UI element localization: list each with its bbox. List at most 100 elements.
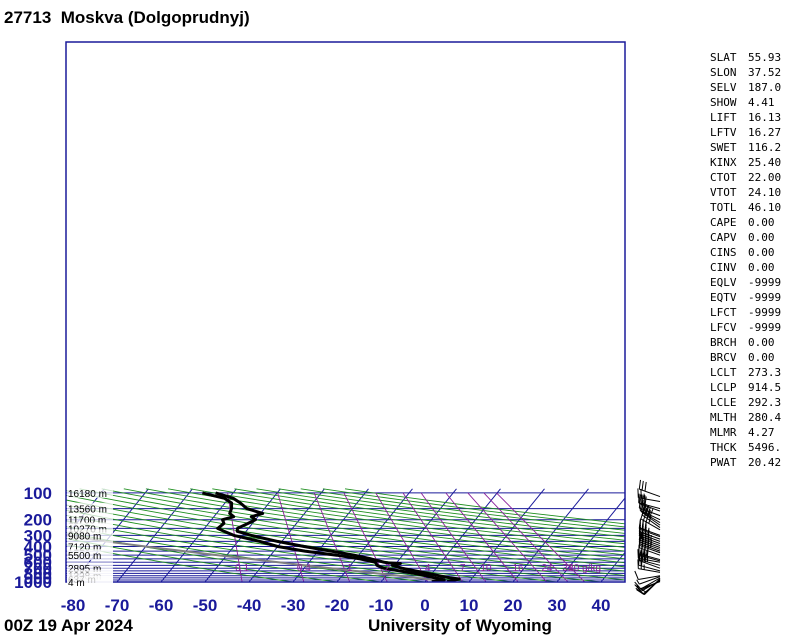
barb-staff: [639, 533, 661, 542]
dry-adiabat-line: [123, 488, 625, 560]
index-value: 187.0: [748, 81, 782, 94]
mixing-ratio-line: [483, 492, 569, 582]
index-row: TOTL 46.10: [710, 200, 781, 215]
barb-full: [636, 588, 645, 595]
barb-staff: [639, 531, 661, 540]
index-row: KINX 25.40: [710, 155, 781, 170]
index-name: SLAT: [710, 51, 737, 64]
mixing-ratio-line: [227, 492, 243, 582]
barb-full: [641, 480, 644, 491]
index-name: SWET: [710, 141, 737, 154]
mixing-ratio-line: [375, 492, 429, 582]
wind-barb: [636, 576, 661, 585]
dry-adiabat-line: [66, 504, 606, 582]
index-value: 16.27: [748, 126, 782, 139]
pressure-tick-label: 300: [24, 526, 52, 545]
barb-staff: [640, 518, 661, 531]
stability-indices: SLAT 55.93 SLON 37.52 SELV 187.0 SHOW 4.41 LIFT 1…: [710, 50, 781, 470]
mixing-ratio-line: [277, 492, 305, 582]
temperature-tick-label: -60: [149, 596, 174, 615]
wind-barb: [638, 479, 661, 498]
height-label-bg: [67, 529, 113, 541]
index-row: CAPV 0.00: [710, 230, 781, 245]
temperature-line: [215, 491, 461, 582]
height-label-bg: [67, 522, 113, 534]
index-name: SLON: [710, 66, 737, 79]
index-row: EQLV -9999: [710, 275, 781, 290]
mixing-ratio-label: 2: [384, 563, 390, 574]
barb-full: [638, 494, 641, 504]
height-label-bg: [67, 549, 113, 561]
index-value: 46.10: [748, 201, 782, 214]
pressure-tick-label: 700: [24, 559, 52, 578]
index-value: 37.52: [748, 66, 782, 79]
index-row: THCK 5496.: [710, 440, 781, 455]
isotherm-line: [600, 551, 625, 582]
height-label: 9080 m: [68, 531, 101, 542]
dry-adiabat-line: [300, 488, 625, 531]
index-value: 5496.: [748, 441, 782, 454]
pressure-tick-label: 500: [24, 546, 52, 565]
pressure-tick-label: 600: [24, 553, 52, 572]
mixing-ratio-label: 0.1: [235, 563, 249, 574]
mixing-ratio-line: [496, 492, 585, 582]
wind-barb: [634, 577, 661, 590]
index-name: TOTL: [710, 201, 737, 214]
wind-barb: [636, 578, 661, 595]
height-label-bg: [67, 540, 113, 552]
mixing-ratio-lines: [227, 492, 585, 582]
barb-full: [641, 519, 644, 529]
barb-staff: [641, 514, 661, 528]
index-value: 914.5: [748, 381, 782, 394]
wind-barb: [638, 518, 661, 536]
index-name: LIFT: [710, 111, 737, 124]
index-value: 16.13: [748, 111, 782, 124]
barb-staff: [639, 539, 661, 548]
dry-adiabat-line: [190, 488, 625, 548]
index-name: LFCV: [710, 321, 737, 334]
index-row: LCLT 273.3: [710, 365, 781, 380]
index-row: CINV 0.00: [710, 260, 781, 275]
index-name: LFCT: [710, 306, 737, 319]
mixing-ratio-label: 24: [541, 563, 553, 574]
index-row: LCLP 914.5: [710, 380, 781, 395]
index-value: 273.3: [748, 366, 782, 379]
index-value: 292.3: [748, 396, 782, 409]
mixing-ratio-line: [467, 492, 548, 582]
height-label: 5500 m: [68, 551, 101, 562]
dry-adiabat-line: [66, 537, 341, 582]
pressure-tick-label: 200: [24, 511, 52, 530]
index-name: LCLT: [710, 366, 737, 379]
barb-staff: [644, 578, 661, 595]
mixing-ratio-line: [313, 492, 351, 582]
index-value: 4.27: [748, 426, 775, 439]
index-value: -9999: [748, 321, 782, 334]
temperature-tick-label: -30: [281, 596, 306, 615]
isotherm-line: [116, 488, 193, 582]
index-value: 20.42: [748, 456, 782, 469]
temperature-tick-label: -10: [369, 596, 394, 615]
barb-staff: [638, 557, 661, 563]
index-name: LCLE: [710, 396, 737, 409]
dewpoint-line: [202, 491, 446, 582]
index-value: 0.00: [748, 246, 775, 259]
index-row: LFCT -9999: [710, 305, 781, 320]
height-label-bg: [67, 576, 113, 587]
index-row: LFCV -9999: [710, 320, 781, 335]
barb-full: [638, 518, 641, 528]
index-name: CAPV: [710, 231, 737, 244]
height-label-bg: [67, 562, 113, 574]
barb-full: [641, 495, 644, 505]
plot-frame: [65, 41, 626, 583]
index-value: 116.2: [748, 141, 782, 154]
index-value: -9999: [748, 291, 782, 304]
dry-adiabat-line: [145, 488, 625, 556]
height-label-bg: [67, 513, 113, 525]
mixing-ratio-label: 7: [460, 563, 466, 574]
index-row: VTOT 24.10: [710, 185, 781, 200]
index-row: SHOW 4.41: [710, 95, 781, 110]
index-value: 55.93: [748, 51, 782, 64]
barb-staff: [638, 502, 661, 510]
barb-staff: [639, 527, 661, 536]
temperature-tick-label: -70: [105, 596, 130, 615]
